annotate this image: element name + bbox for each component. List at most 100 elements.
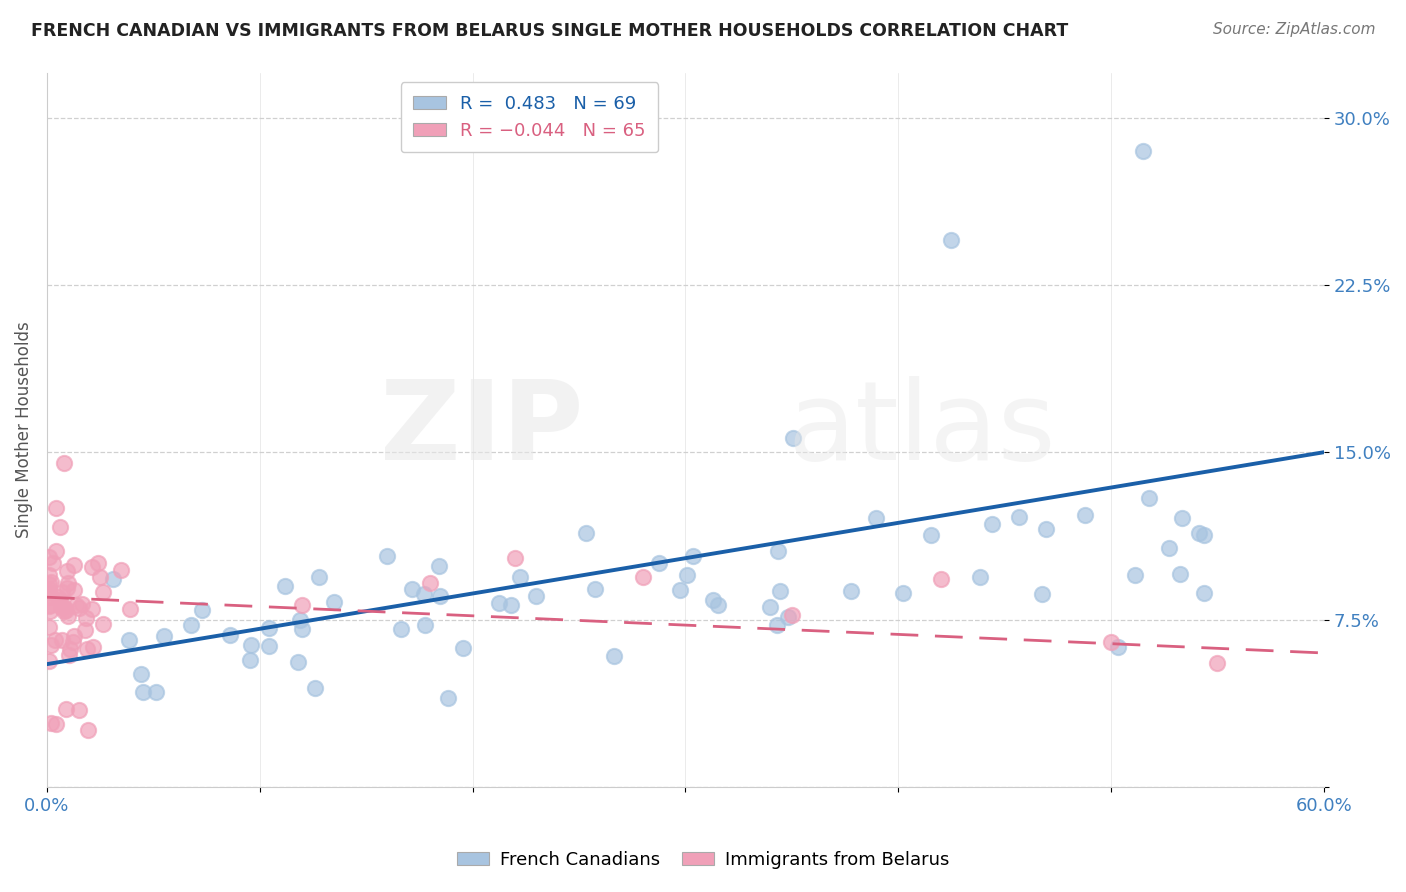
Point <box>56 581 79 595</box>
Point <box>132 685 155 699</box>
Point <box>707 598 730 612</box>
Point <box>52 456 75 470</box>
Point <box>70 598 93 612</box>
Point <box>82 640 104 655</box>
Point <box>55 603 77 617</box>
Point <box>524 589 547 603</box>
Point <box>865 511 887 525</box>
Point <box>55 702 77 716</box>
Point <box>1137 491 1160 505</box>
Point <box>304 681 326 695</box>
Point <box>1159 541 1181 555</box>
Point <box>1188 526 1211 541</box>
Point <box>839 584 862 599</box>
Point <box>62 635 84 649</box>
Point <box>38 599 60 613</box>
Point <box>1035 523 1057 537</box>
Point <box>87 556 110 570</box>
Point <box>766 544 789 558</box>
Point <box>583 582 606 596</box>
Point <box>63 558 86 572</box>
Point <box>488 596 510 610</box>
Point <box>48 520 70 534</box>
Point <box>63 629 86 643</box>
Point <box>1171 510 1194 524</box>
Point <box>218 628 240 642</box>
Point <box>436 690 458 705</box>
Point <box>669 582 692 597</box>
Point <box>53 599 76 614</box>
Point <box>257 621 280 635</box>
Point <box>45 500 67 515</box>
Point <box>647 556 669 570</box>
Point <box>39 604 62 618</box>
Point <box>274 579 297 593</box>
Text: ZIP: ZIP <box>380 376 583 483</box>
Point <box>67 601 90 615</box>
Point <box>257 639 280 653</box>
Point <box>413 618 436 632</box>
Point <box>776 610 799 624</box>
Point <box>920 528 942 542</box>
Point <box>389 622 412 636</box>
Point <box>51 585 73 599</box>
Point <box>39 639 62 653</box>
Point <box>769 584 792 599</box>
Point <box>91 617 114 632</box>
Point <box>180 618 202 632</box>
Point <box>1099 635 1122 649</box>
Point <box>980 517 1002 532</box>
Point <box>153 629 176 643</box>
Point <box>575 525 598 540</box>
Point <box>1007 510 1029 524</box>
Point <box>891 586 914 600</box>
Point <box>38 550 60 565</box>
Point <box>401 582 423 596</box>
Point <box>782 431 804 445</box>
Point <box>39 716 62 731</box>
Point <box>499 598 522 612</box>
Point <box>58 576 80 591</box>
Text: atlas: atlas <box>787 376 1056 483</box>
Point <box>682 549 704 563</box>
Point <box>131 667 153 681</box>
Point <box>82 560 104 574</box>
Point <box>46 591 69 605</box>
Point <box>39 598 62 612</box>
Point <box>1192 586 1215 600</box>
Point <box>110 563 132 577</box>
Point <box>239 653 262 667</box>
Point <box>1168 567 1191 582</box>
Point <box>759 600 782 615</box>
Point <box>1132 144 1154 158</box>
Point <box>676 568 699 582</box>
Point <box>45 543 67 558</box>
Point <box>58 648 80 663</box>
Point <box>38 577 60 591</box>
Point <box>56 564 79 578</box>
Point <box>702 592 724 607</box>
Point <box>101 572 124 586</box>
Point <box>91 584 114 599</box>
Point <box>59 641 82 656</box>
Point <box>780 607 803 622</box>
Point <box>44 632 66 647</box>
Point <box>503 550 526 565</box>
Point <box>509 570 531 584</box>
Point <box>1123 568 1146 582</box>
Point <box>51 632 73 647</box>
Point <box>1074 508 1097 523</box>
Point <box>240 638 263 652</box>
Point <box>765 617 787 632</box>
Point <box>929 572 952 586</box>
Text: FRENCH CANADIAN VS IMMIGRANTS FROM BELARUS SINGLE MOTHER HOUSEHOLDS CORRELATION : FRENCH CANADIAN VS IMMIGRANTS FROM BELAR… <box>31 22 1069 40</box>
Point <box>49 599 72 614</box>
Text: Source: ZipAtlas.com: Source: ZipAtlas.com <box>1212 22 1375 37</box>
Point <box>413 587 436 601</box>
Point <box>38 585 60 599</box>
Point <box>75 611 97 625</box>
Point <box>941 233 963 247</box>
Point <box>52 604 75 618</box>
Point <box>291 623 314 637</box>
Point <box>63 582 86 597</box>
